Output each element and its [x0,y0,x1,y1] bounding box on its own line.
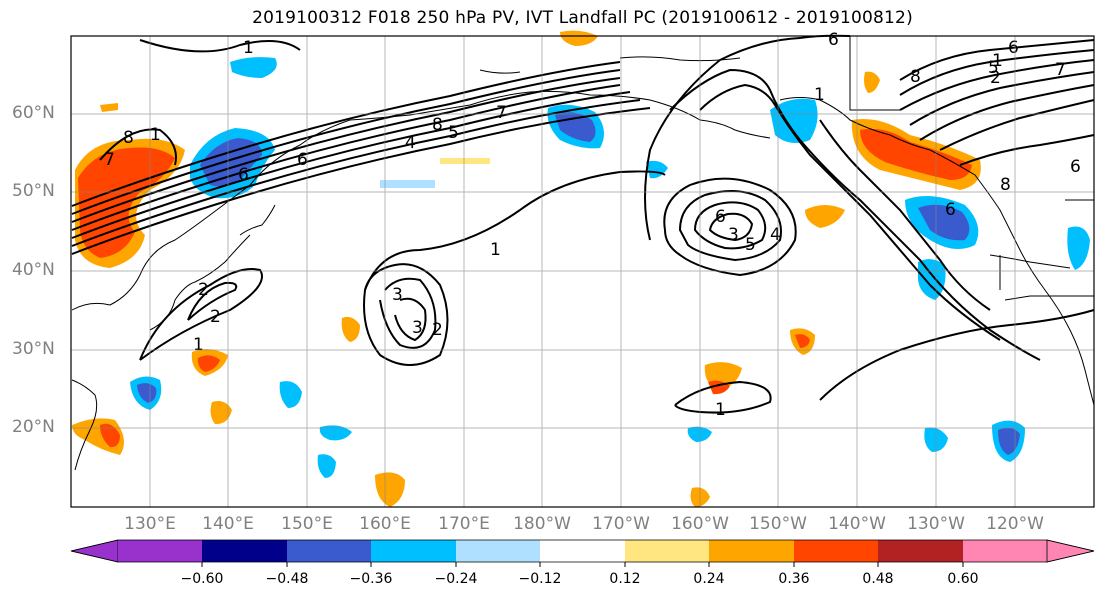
lat-label: 60°N [12,103,55,123]
contour-label: 5 [448,123,459,143]
ivt-contours [71,34,1095,414]
colorbar-tick-label: 0.60 [947,571,979,587]
contour-label: 4 [405,133,416,153]
colorbar-tick-label: −0.12 [518,571,562,587]
colorbar-segment [540,540,625,562]
lon-label: 160°W [671,514,729,534]
contour-label: 1 [193,335,204,355]
contour-label: 5 [745,235,756,255]
lat-label: 50°N [12,181,55,201]
colorbar-tick-label: −0.24 [434,571,478,587]
pv-anomaly-shading [72,30,1090,507]
lat-label: 20°N [12,417,55,437]
colorbar-segment [963,540,1047,562]
lat-label: 30°N [12,339,55,359]
colorbar [70,539,1095,567]
contour-label: 7 [496,103,507,123]
colorbar-segment [118,540,202,562]
colorbar-tick-label: 0.48 [862,571,894,587]
contour-label: 2 [432,320,443,340]
colorbar-segment [709,540,794,562]
colorbar-segment [202,540,287,562]
map-title: 2019100312 F018 250 hPa PV, IVT Landfall… [252,8,913,28]
coastlines [71,36,1095,471]
contour-label: 6 [715,207,726,227]
colorbar-segment [70,539,119,563]
lon-label: 130°E [124,514,176,534]
colorbar-segment [1046,539,1095,563]
contour-label: 1 [715,400,726,420]
colorbar-tick-label: −0.36 [349,571,393,587]
colorbar-segment [625,540,709,562]
contour-label: 3 [728,225,739,245]
colorbar-tick-label: −0.60 [180,571,224,587]
lon-label: 140°W [828,514,886,534]
colorbar-tick-label: 0.36 [778,571,810,587]
contour-label: 2 [990,68,1001,88]
contour-label: 1 [150,125,161,145]
contour-label: 2 [198,280,209,300]
contour-label: 1 [992,51,1003,71]
contour-label: 8 [123,128,134,148]
lon-label: 180°W [513,514,571,534]
colorbar-segment [878,540,963,562]
gridlines [71,36,1094,507]
contour-label: 1 [490,240,501,260]
contour-label: 1 [243,38,254,58]
colorbar-segment [287,540,371,562]
lon-label: 150°W [749,514,807,534]
contour-label: 7 [1055,60,1066,80]
colorbar-segment [794,540,878,562]
colorbar-tick-label: −0.48 [265,571,309,587]
lon-label: 120°W [986,514,1044,534]
contour-label: 6 [828,30,839,50]
contour-label: 8 [432,115,443,135]
contour-label: 8 [910,67,921,87]
lon-label: 160°E [359,514,411,534]
contour-label: 7 [104,150,115,170]
lon-label: 140°E [202,514,254,534]
colorbar-tick-label: 0.12 [609,571,641,587]
contour-label: 6 [945,200,956,220]
contour-label: 5 [988,58,999,78]
contour-label: 6 [297,150,308,170]
colorbar-segment [456,540,540,562]
contour-label: 4 [770,225,781,245]
contour-label: 6 [238,165,249,185]
contour-label: 8 [1000,175,1011,195]
lon-label: 130°W [907,514,965,534]
contour-label: 6 [1070,157,1081,177]
lon-label: 170°E [438,514,490,534]
lon-label: 150°E [281,514,333,534]
lat-label: 40°N [12,260,55,280]
colorbar-segment [371,540,456,562]
contour-label: 3 [392,285,403,305]
contour-label: 6 [1008,38,1019,58]
contour-label: 3 [412,318,423,338]
colorbar-tick-label: 0.24 [693,571,725,587]
lon-label: 170°W [592,514,650,534]
contour-label: 2 [210,307,221,327]
contour-label: 1 [814,85,825,105]
map-frame [70,35,1095,508]
